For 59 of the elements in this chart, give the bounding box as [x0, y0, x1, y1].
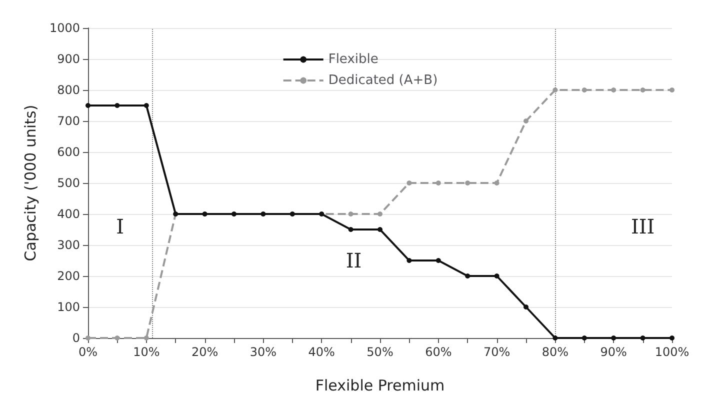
point: [494, 274, 500, 278]
point: [114, 103, 120, 108]
point: [144, 336, 149, 340]
x-tick-label: 10%: [133, 345, 160, 359]
y-tick-label: 1000: [49, 21, 80, 35]
x-tick-label: 50%: [366, 345, 394, 359]
x-tick-label: 70%: [483, 345, 510, 359]
point: [406, 180, 412, 186]
point: [348, 227, 354, 232]
y-tick-label: 600: [57, 145, 80, 159]
point: [436, 258, 441, 263]
point: [114, 336, 120, 340]
legend-label: Flexible: [328, 52, 378, 67]
point: [524, 118, 528, 124]
x-tick-label: 90%: [600, 345, 627, 359]
annotation: I: [116, 214, 124, 238]
point: [611, 336, 616, 340]
point: [552, 336, 558, 340]
annotation: III: [630, 214, 655, 238]
point: [144, 103, 149, 108]
x-tick-label: 60%: [425, 345, 452, 359]
point: [348, 212, 354, 216]
x-axis-title: Flexible Premium: [315, 376, 445, 394]
point: [436, 180, 441, 186]
point: [640, 88, 646, 92]
point: [582, 336, 587, 340]
y-tick-label: 700: [57, 114, 80, 128]
point: [670, 88, 674, 92]
point: [465, 274, 470, 278]
legend-label: Dedicated (A+B): [328, 73, 438, 88]
point: [640, 336, 646, 340]
y-tick-label: 400: [57, 207, 80, 221]
x-tick-label: 20%: [191, 345, 218, 359]
y-tick-label: 200: [57, 269, 80, 283]
point: [524, 304, 528, 310]
y-axis-title: Capacity ('000 units): [22, 104, 40, 262]
point: [611, 88, 616, 92]
x-tick-label: 100%: [654, 345, 690, 359]
point: [465, 180, 470, 186]
x-tick-label: 0%: [78, 345, 98, 359]
point: [670, 336, 674, 340]
point: [494, 180, 500, 186]
y-tick-label: 100: [57, 300, 80, 314]
y-tick-label: 300: [57, 238, 80, 252]
x-tick-label: 80%: [542, 345, 569, 359]
point: [582, 88, 587, 92]
point: [378, 227, 382, 232]
point: [86, 103, 90, 108]
point: [406, 258, 412, 263]
x-tick-label: 40%: [308, 345, 335, 359]
y-tick-label: 500: [57, 176, 80, 190]
y-tick-label: 800: [57, 83, 80, 97]
x-tick-label: 30%: [250, 345, 277, 359]
y-tick-label: 900: [57, 52, 80, 66]
annotation: II: [346, 248, 362, 272]
point: [552, 88, 558, 92]
point: [378, 212, 382, 216]
point: [86, 336, 90, 340]
y-tick-label: 0: [72, 331, 80, 345]
